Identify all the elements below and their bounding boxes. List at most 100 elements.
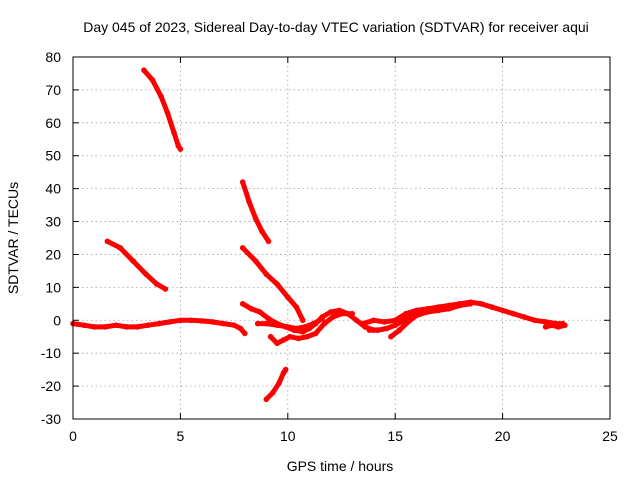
data-point (532, 317, 538, 324)
data-point (248, 306, 255, 312)
data-point (252, 215, 259, 222)
data-point (239, 301, 246, 307)
data-point (370, 317, 377, 324)
data-point (239, 245, 246, 251)
data-point (156, 320, 162, 327)
data-point (141, 67, 147, 73)
data-point (220, 320, 227, 327)
data-point (424, 309, 431, 315)
data-point (295, 335, 302, 342)
data-point (265, 315, 272, 322)
data-point (145, 322, 151, 329)
data-point (154, 281, 160, 287)
data-point (104, 238, 111, 245)
data-point (274, 322, 280, 329)
y-tick-label: 50 (45, 148, 61, 164)
y-tick-label: 70 (45, 82, 61, 98)
series-arc-1 (142, 68, 183, 151)
data-point (254, 320, 261, 327)
data-point (242, 330, 248, 337)
data-series (70, 67, 568, 403)
data-point (164, 110, 171, 116)
data-point (388, 333, 394, 340)
data-point (510, 310, 517, 317)
x-tick-label: 10 (280, 428, 296, 444)
data-point (375, 327, 381, 333)
data-point (134, 324, 141, 330)
data-point (188, 317, 194, 324)
data-point (456, 302, 463, 309)
x-axis-label: GPS time / hours (287, 458, 394, 474)
y-axis-label: SDTVAR / TECUs (5, 182, 21, 294)
data-point (130, 258, 136, 264)
data-point (562, 322, 568, 329)
data-point (267, 333, 274, 340)
data-point (338, 310, 345, 317)
grid (73, 57, 610, 419)
data-point (263, 396, 270, 403)
data-point (91, 324, 98, 330)
data-point (300, 317, 306, 324)
axis-ticks: 0 5 10 15 20 25 -30 -20 -10 0 10 20 30 40 50 60 70 80 (41, 49, 618, 444)
data-point (117, 245, 124, 251)
y-tick-label: 10 (45, 279, 61, 295)
data-point (542, 324, 549, 330)
data-point (383, 325, 390, 332)
data-point (263, 320, 270, 327)
x-tick-label: 20 (495, 428, 511, 444)
data-point (396, 327, 403, 333)
data-point (274, 281, 280, 287)
data-point (270, 389, 276, 396)
data-point (328, 309, 334, 315)
data-point (162, 286, 169, 292)
data-point (549, 322, 555, 329)
data-point (353, 317, 360, 324)
data-point (489, 304, 495, 310)
data-point (499, 307, 506, 314)
data-point (478, 301, 484, 307)
data-point (360, 320, 366, 327)
y-tick-label: 20 (45, 246, 61, 262)
data-point (259, 228, 265, 235)
data-point (177, 317, 184, 324)
y-tick-label: -10 (41, 345, 61, 361)
x-tick-label: 0 (69, 428, 77, 444)
data-point (413, 312, 420, 319)
data-point (80, 322, 87, 329)
data-point (252, 258, 259, 264)
data-point (149, 77, 156, 83)
data-point (287, 333, 293, 340)
data-point (239, 179, 246, 185)
data-point (263, 271, 270, 278)
data-point (349, 310, 356, 317)
x-tick-label: 5 (177, 428, 185, 444)
chart-title: Day 045 of 2023, Sidereal Day-to-day VTE… (83, 19, 589, 35)
data-point (321, 320, 328, 327)
data-point (231, 322, 237, 329)
data-point (274, 340, 280, 347)
data-point (102, 324, 108, 330)
data-point (113, 322, 119, 329)
data-point (312, 330, 319, 337)
data-point (199, 318, 205, 324)
data-point (171, 129, 177, 136)
data-point (302, 324, 308, 330)
data-point (330, 314, 336, 320)
data-point (285, 324, 291, 330)
series-arc-3 (240, 181, 271, 243)
data-point (401, 317, 407, 324)
data-point (237, 325, 244, 332)
data-point (282, 366, 289, 373)
data-point (310, 320, 317, 327)
data-point (521, 314, 527, 320)
y-tick-label: 80 (45, 49, 61, 65)
data-point (123, 324, 130, 330)
data-point (143, 271, 149, 278)
data-point (209, 319, 216, 325)
data-point (293, 325, 300, 332)
data-point (177, 146, 184, 152)
y-tick-label: 30 (45, 214, 61, 230)
y-tick-label: 40 (45, 181, 61, 197)
data-point (257, 309, 263, 315)
